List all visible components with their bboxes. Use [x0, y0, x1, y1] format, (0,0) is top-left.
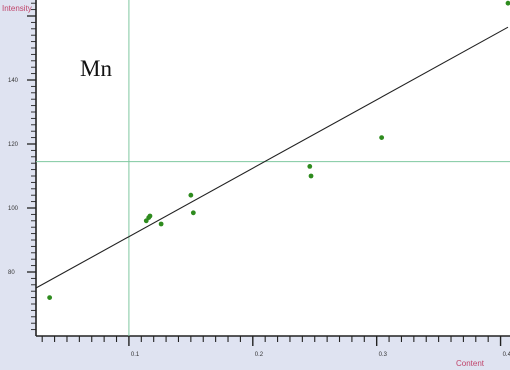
y-tick-labels: 80 100 120 140	[8, 78, 19, 276]
x-tick-label: 0.2	[255, 352, 264, 358]
y-axis-label: Intensity	[2, 4, 32, 13]
data-point[interactable]	[379, 135, 385, 141]
minor-ticks	[27, 2, 502, 346]
x-tick-label: 0.1	[131, 352, 140, 358]
data-point[interactable]	[147, 213, 153, 219]
y-axis-ruler	[0, 0, 36, 370]
x-tick-labels: 0.1 0.2 0.3 0.4	[131, 352, 510, 358]
y-tick-label: 140	[8, 78, 19, 84]
x-tick-label: 0.3	[379, 352, 388, 358]
data-point[interactable]	[505, 0, 510, 6]
data-point[interactable]	[158, 221, 164, 227]
data-point[interactable]	[307, 164, 313, 169]
y-tick-label: 120	[8, 142, 19, 148]
data-point[interactable]	[308, 173, 314, 179]
data-point[interactable]	[188, 192, 194, 198]
x-axis-label: Content	[456, 359, 485, 368]
y-tick-label: 80	[8, 270, 15, 276]
plot-area	[36, 0, 510, 336]
regression-line	[35, 26, 509, 289]
data-point[interactable]	[47, 295, 53, 300]
x-tick-label: 0.4	[503, 352, 510, 358]
data-points	[47, 0, 510, 300]
data-point[interactable]	[190, 210, 196, 216]
x-axis-ruler	[0, 336, 510, 370]
y-tick-label: 100	[8, 206, 19, 212]
element-label: Mn	[80, 56, 112, 81]
